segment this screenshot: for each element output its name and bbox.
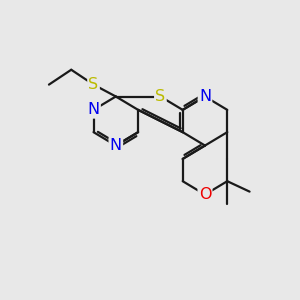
Text: N: N [88,102,100,117]
Text: N: N [199,89,211,104]
Text: S: S [88,77,99,92]
Text: N: N [110,138,122,153]
Text: O: O [199,187,211,202]
Text: S: S [155,89,166,104]
